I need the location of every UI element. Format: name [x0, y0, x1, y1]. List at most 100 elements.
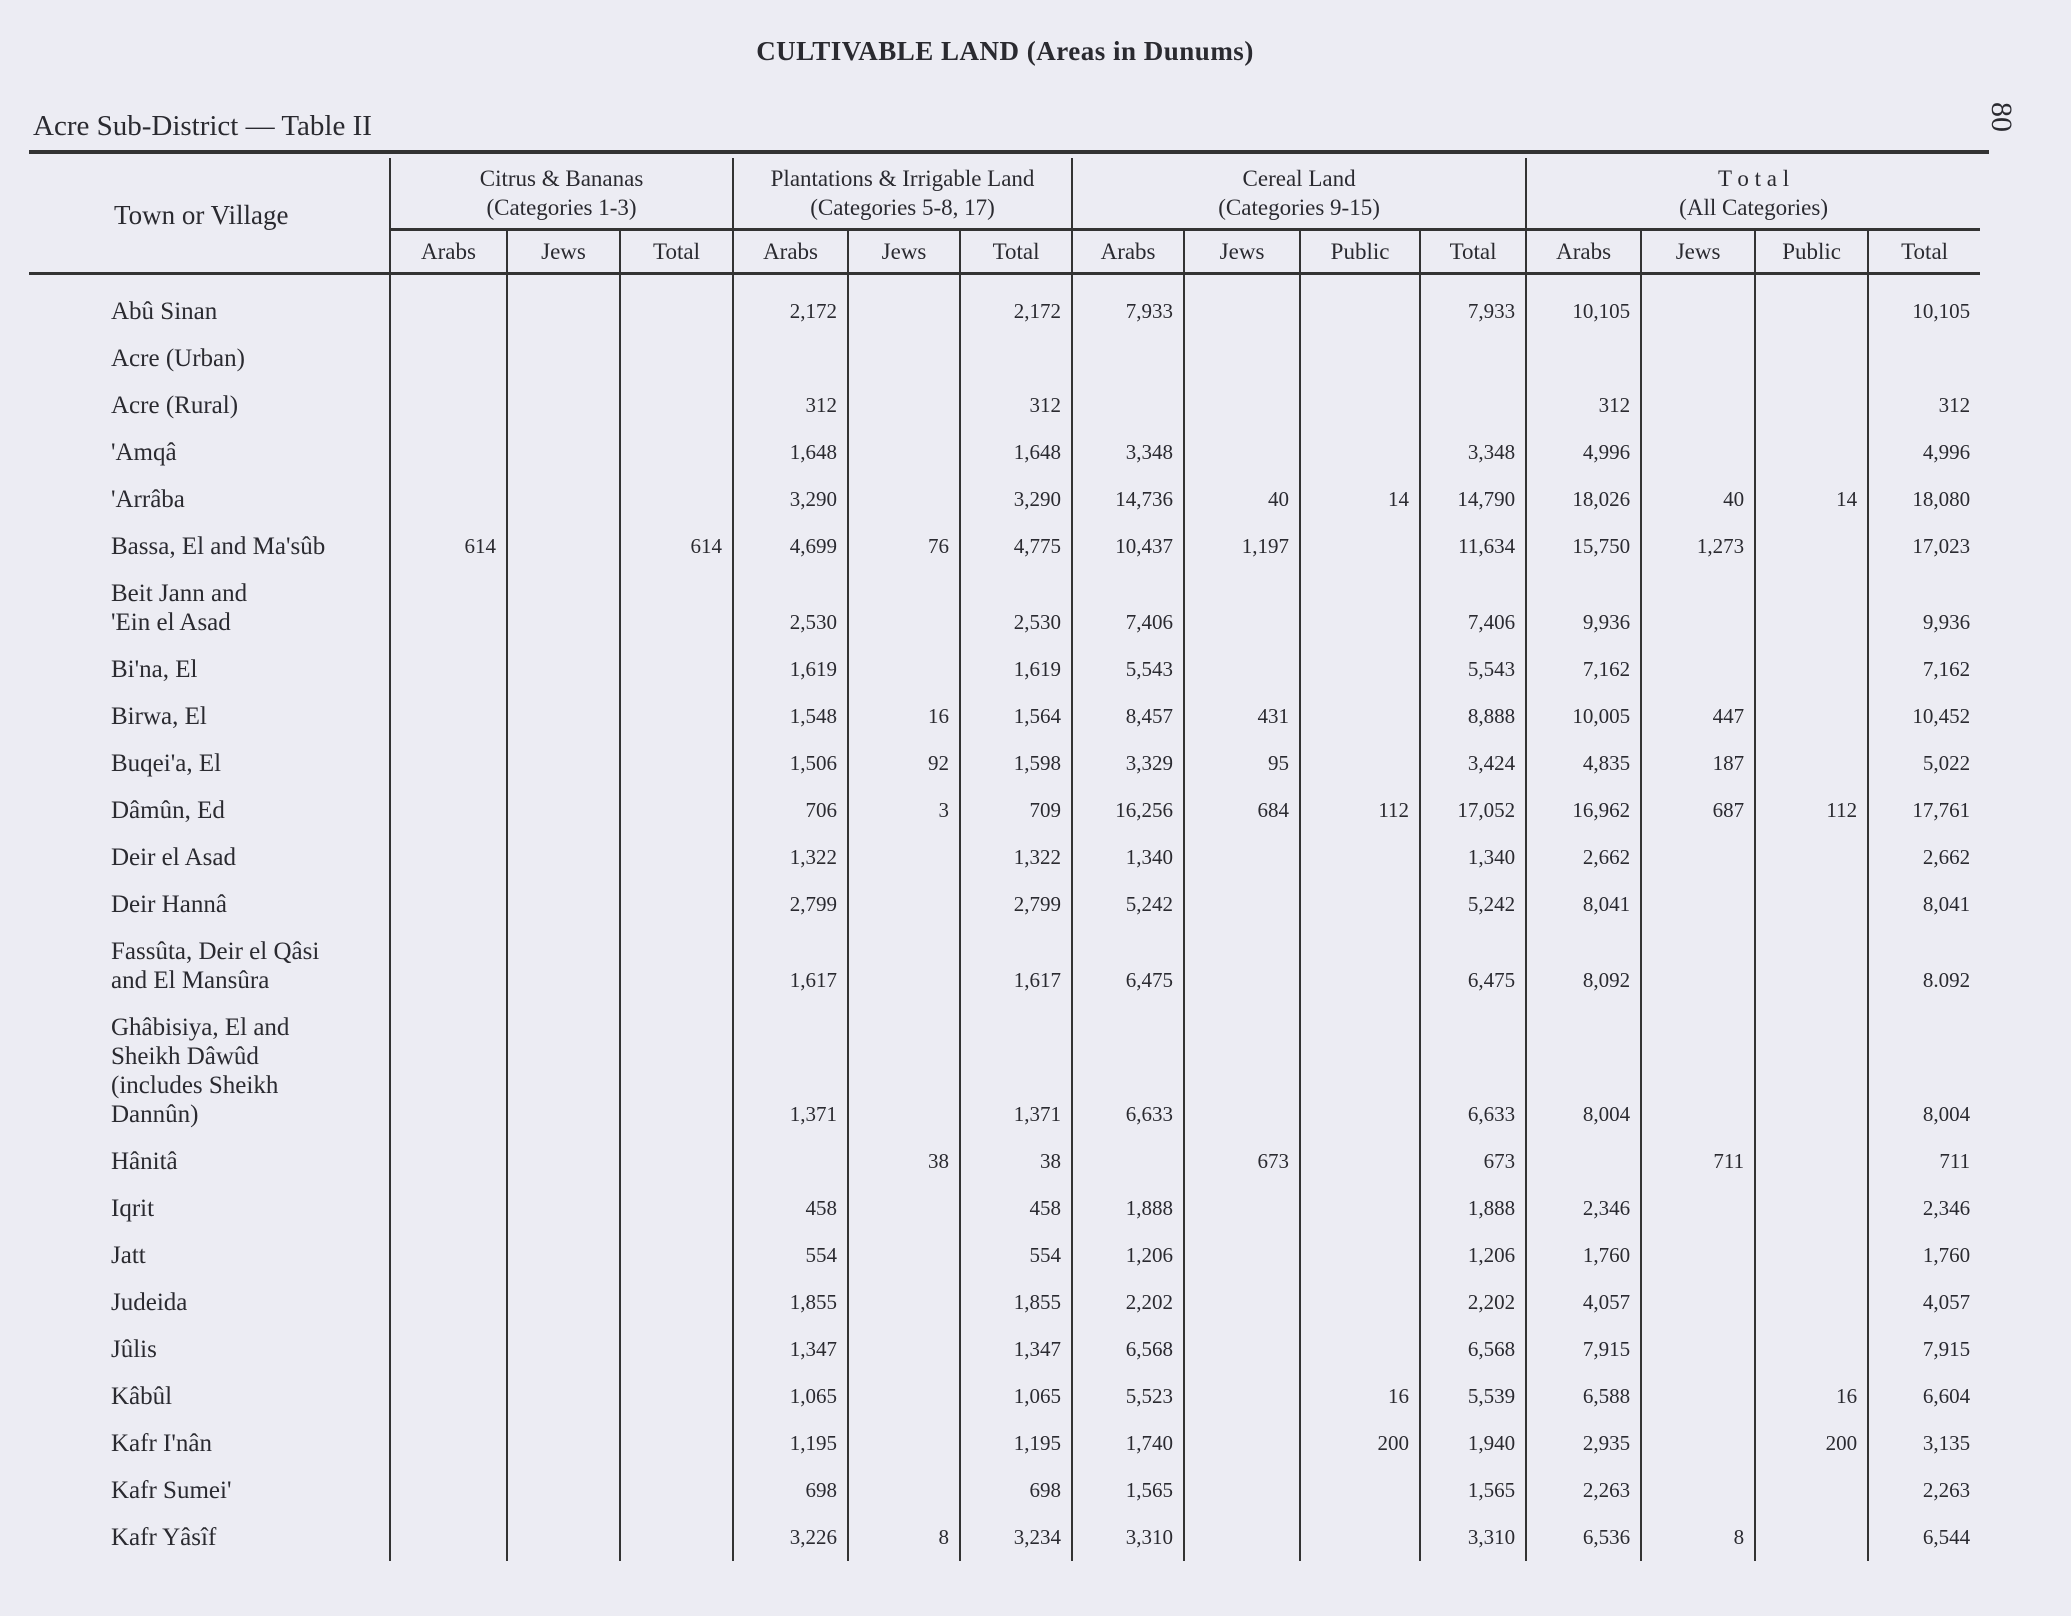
group-header-plantations: Plantations & Irrigable Land (Categories … [732, 158, 1073, 231]
value-cell [1419, 382, 1527, 429]
table-row: Bassa, El and Ma'sûb 614 614 4,699 76 4,775 10… [29, 523, 1981, 570]
table-row: Beit Jann and 'Ein el Asad 2,530 2,530 7,40… [29, 570, 1981, 646]
value-cell [847, 1420, 961, 1467]
table-row: Birwa, El 1,548 16 1,564 8,457 431 8,888 10,005… [29, 693, 1981, 740]
value-cell: 2,662 [1867, 834, 1981, 881]
value-cell: 1,855 [732, 1279, 849, 1326]
value-cell: 1,347 [959, 1326, 1073, 1373]
value-cell: 1,065 [959, 1373, 1073, 1420]
column-header-jews: Jews [1183, 229, 1301, 275]
value-cell: 1,740 [1071, 1420, 1185, 1467]
value-cell [506, 693, 620, 740]
value-cell: 706 [732, 787, 849, 834]
value-cell [618, 476, 734, 523]
value-cell [1183, 382, 1301, 429]
value-cell: 1,565 [1419, 1467, 1527, 1514]
value-cell [1754, 429, 1869, 476]
value-cell: 200 [1754, 1420, 1869, 1467]
value-cell: 7,933 [1071, 273, 1185, 335]
value-cell: 1,195 [732, 1420, 849, 1467]
value-cell: 7,162 [1867, 646, 1981, 693]
value-cell [506, 335, 620, 382]
value-cell: 1,888 [1071, 1185, 1185, 1232]
value-cell: 8,457 [1071, 693, 1185, 740]
table-subtitle: Acre Sub-District — Table II [33, 110, 372, 142]
value-cell [847, 1232, 961, 1279]
value-cell: 1,888 [1419, 1185, 1527, 1232]
value-cell [1754, 740, 1869, 787]
value-cell [847, 1004, 961, 1138]
value-cell [618, 1279, 734, 1326]
group-header-citrus: Citrus & Bananas (Categories 1-3) [388, 158, 734, 231]
value-cell: 2,799 [732, 881, 849, 928]
value-cell [389, 928, 507, 1004]
value-cell [847, 570, 961, 646]
value-cell: 7,406 [1071, 570, 1185, 646]
value-cell [1183, 1514, 1301, 1561]
value-cell [1183, 1467, 1301, 1514]
value-cell [1299, 1185, 1421, 1232]
value-cell: 3,226 [732, 1514, 849, 1561]
value-cell [1640, 1279, 1756, 1326]
value-cell: 1,617 [959, 928, 1073, 1004]
value-cell [506, 476, 620, 523]
value-cell: 2,202 [1071, 1279, 1185, 1326]
town-name: Bi'na, El [111, 656, 198, 683]
value-cell: 2,530 [959, 570, 1073, 646]
value-cell [1299, 1514, 1421, 1561]
value-cell: 1,322 [732, 834, 849, 881]
value-cell: 1,197 [1183, 523, 1301, 570]
value-cell [1867, 335, 1981, 382]
value-cell [389, 1326, 507, 1373]
value-cell: 8,041 [1525, 881, 1642, 928]
value-cell: 1,619 [732, 646, 849, 693]
value-cell: 458 [732, 1185, 849, 1232]
value-cell [389, 834, 507, 881]
value-cell: 312 [732, 382, 849, 429]
value-cell: 687 [1640, 787, 1756, 834]
value-cell: 1,855 [959, 1279, 1073, 1326]
value-cell [847, 1326, 961, 1373]
value-cell [618, 1467, 734, 1514]
value-cell: 11,634 [1419, 523, 1527, 570]
value-cell [618, 1185, 734, 1232]
value-cell: 312 [1525, 382, 1642, 429]
value-cell [1640, 1420, 1756, 1467]
value-cell: 38 [847, 1138, 961, 1185]
town-name: Acre (Urban) [111, 345, 245, 372]
value-cell [389, 881, 507, 928]
table-row: Deir Hannâ 2,799 2,799 5,242 5,242 8,041 8,041 [29, 881, 1981, 928]
value-cell [1183, 881, 1301, 928]
value-cell [1640, 881, 1756, 928]
value-cell: 8,004 [1867, 1004, 1981, 1138]
value-cell: 1,617 [732, 928, 849, 1004]
value-cell: 17,052 [1419, 787, 1527, 834]
value-cell [389, 1232, 507, 1279]
value-cell: 1,322 [959, 834, 1073, 881]
value-cell: 1,760 [1867, 1232, 1981, 1279]
value-cell [506, 382, 620, 429]
value-cell [1754, 523, 1869, 570]
value-cell: 8 [1640, 1514, 1756, 1561]
value-cell: 1,940 [1419, 1420, 1527, 1467]
value-cell: 200 [1299, 1420, 1421, 1467]
value-cell [389, 429, 507, 476]
value-cell: 2,172 [959, 273, 1073, 335]
value-cell: 1,565 [1071, 1467, 1185, 1514]
value-cell: 614 [389, 523, 507, 570]
value-cell: 1,340 [1071, 834, 1185, 881]
value-cell [618, 740, 734, 787]
value-cell [1754, 1514, 1869, 1561]
value-cell [389, 1138, 507, 1185]
value-cell [1754, 693, 1869, 740]
town-header: Town or Village [29, 158, 390, 275]
value-cell: 1,340 [1419, 834, 1527, 881]
value-cell [1183, 646, 1301, 693]
value-cell [1299, 523, 1421, 570]
value-cell: 8 [847, 1514, 961, 1561]
value-cell [1183, 1373, 1301, 1420]
value-cell: 4,057 [1525, 1279, 1642, 1326]
value-cell [1640, 928, 1756, 1004]
column-header-arabs: Arabs [1071, 229, 1185, 275]
value-cell [618, 1514, 734, 1561]
